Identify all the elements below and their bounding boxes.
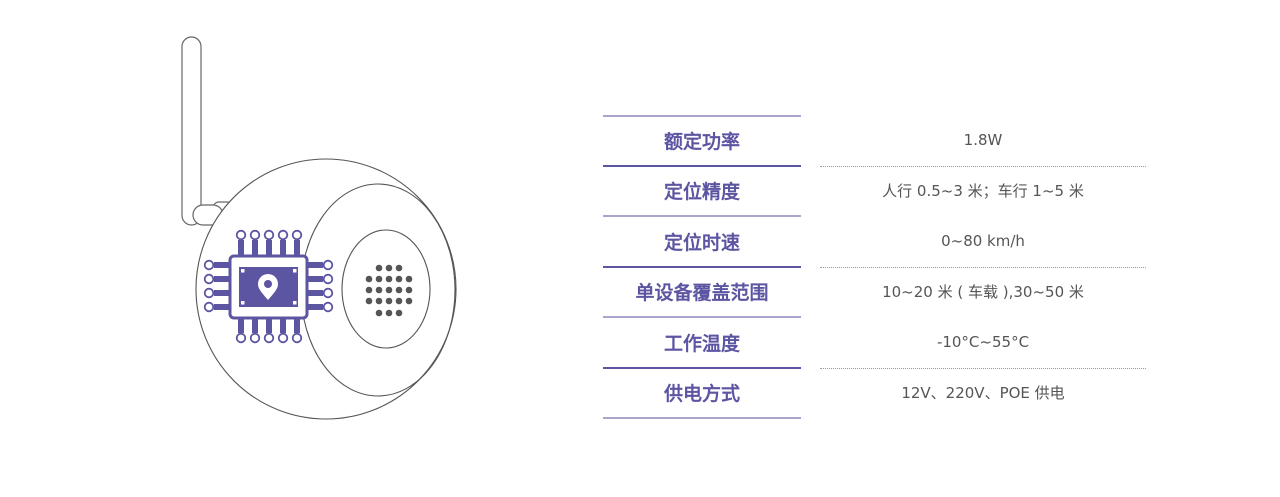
grille-hole [395, 297, 403, 305]
chip-pin-pad [277, 229, 289, 241]
chip-pin-pad [291, 332, 303, 344]
spec-label: 供电方式 [663, 383, 740, 406]
spec-label: 定位时速 [663, 231, 740, 254]
spec-row: 单设备覆盖范围 10~20 米 ( 车载 ),30~50 米 [603, 267, 1146, 318]
divider [603, 316, 801, 318]
chip-pin-pad [203, 287, 215, 299]
grille-hole [395, 264, 403, 272]
spec-row: 工作温度 -10°C~55°C [603, 317, 1146, 369]
grille-hole [365, 275, 373, 283]
grille-hole [385, 286, 393, 294]
divider [603, 164, 801, 167]
spec-value: 0~80 km/h [941, 232, 1025, 251]
spec-value: -10°C~55°C [936, 333, 1030, 352]
chip-pin-pad [322, 287, 334, 299]
antenna-icon [181, 36, 234, 226]
spec-value: 人行 0.5~3 米；车行 1~5 米 [882, 182, 1084, 201]
divider [603, 115, 801, 117]
divider [603, 417, 801, 419]
dotted-divider [820, 266, 1146, 268]
chip-pin-pad [277, 332, 289, 344]
chip-icon [203, 229, 334, 344]
chip-pin-pad [249, 229, 261, 241]
dotted-divider [820, 165, 1146, 167]
grille-hole [405, 275, 413, 283]
spec-value: 12V、220V、POE 供电 [901, 384, 1065, 403]
spec-label: 额定功率 [663, 130, 740, 153]
chip-pin-pad [322, 301, 334, 313]
grille-hole [385, 275, 393, 283]
chip-pin-pad [263, 332, 275, 344]
chip-pin-pad [235, 332, 247, 344]
dotted-divider [820, 367, 1146, 369]
spec-label: 工作温度 [663, 332, 740, 355]
grille-hole [375, 275, 383, 283]
grille-hole [405, 297, 413, 305]
grille-hole [365, 286, 373, 294]
grille-hole [375, 297, 383, 305]
grille-hole [395, 309, 403, 317]
chip-pin-pad [203, 259, 215, 271]
grille-hole [375, 309, 383, 317]
divider [603, 215, 801, 217]
chip-pin-pad [235, 229, 247, 241]
chip-pin-pad [322, 259, 334, 271]
chip-pin-pad [203, 301, 215, 313]
spec-row: 定位精度 人行 0.5~3 米；车行 1~5 米 [603, 166, 1146, 217]
chip-pin-pad [322, 273, 334, 285]
chip-pin-pad [249, 332, 261, 344]
spec-row: 额定功率 1.8W [603, 115, 1146, 167]
spec-label: 定位精度 [663, 181, 740, 204]
spec-row: 定位时速 0~80 km/h [603, 216, 1146, 268]
device-illustration [181, 36, 457, 420]
location-pin-icon [258, 274, 278, 300]
chip-pin-pad [203, 273, 215, 285]
grille-hole [395, 286, 403, 294]
grille-hole [365, 297, 373, 305]
spec-row: 供电方式 12V、220V、POE 供电 [603, 368, 1146, 419]
spec-value: 10~20 米 ( 车载 ),30~50 米 [882, 283, 1084, 302]
spec-value: 1.8W [963, 131, 1003, 150]
spec-table: 额定功率 1.8W 定位精度 人行 0.5~3 米；车行 1~5 米 定位时速 … [603, 115, 1146, 419]
speaker-grille-icon [365, 264, 413, 317]
grille-hole [405, 286, 413, 294]
grille-hole [395, 275, 403, 283]
grille-hole [375, 264, 383, 272]
grille-hole [385, 309, 393, 317]
grille-hole [385, 297, 393, 305]
grille-hole [375, 286, 383, 294]
spec-label: 单设备覆盖范围 [635, 282, 769, 305]
chip-pin-pad [291, 229, 303, 241]
divider [603, 265, 801, 268]
divider [603, 366, 801, 369]
chip-pin-pad [263, 229, 275, 241]
grille-hole [385, 264, 393, 272]
